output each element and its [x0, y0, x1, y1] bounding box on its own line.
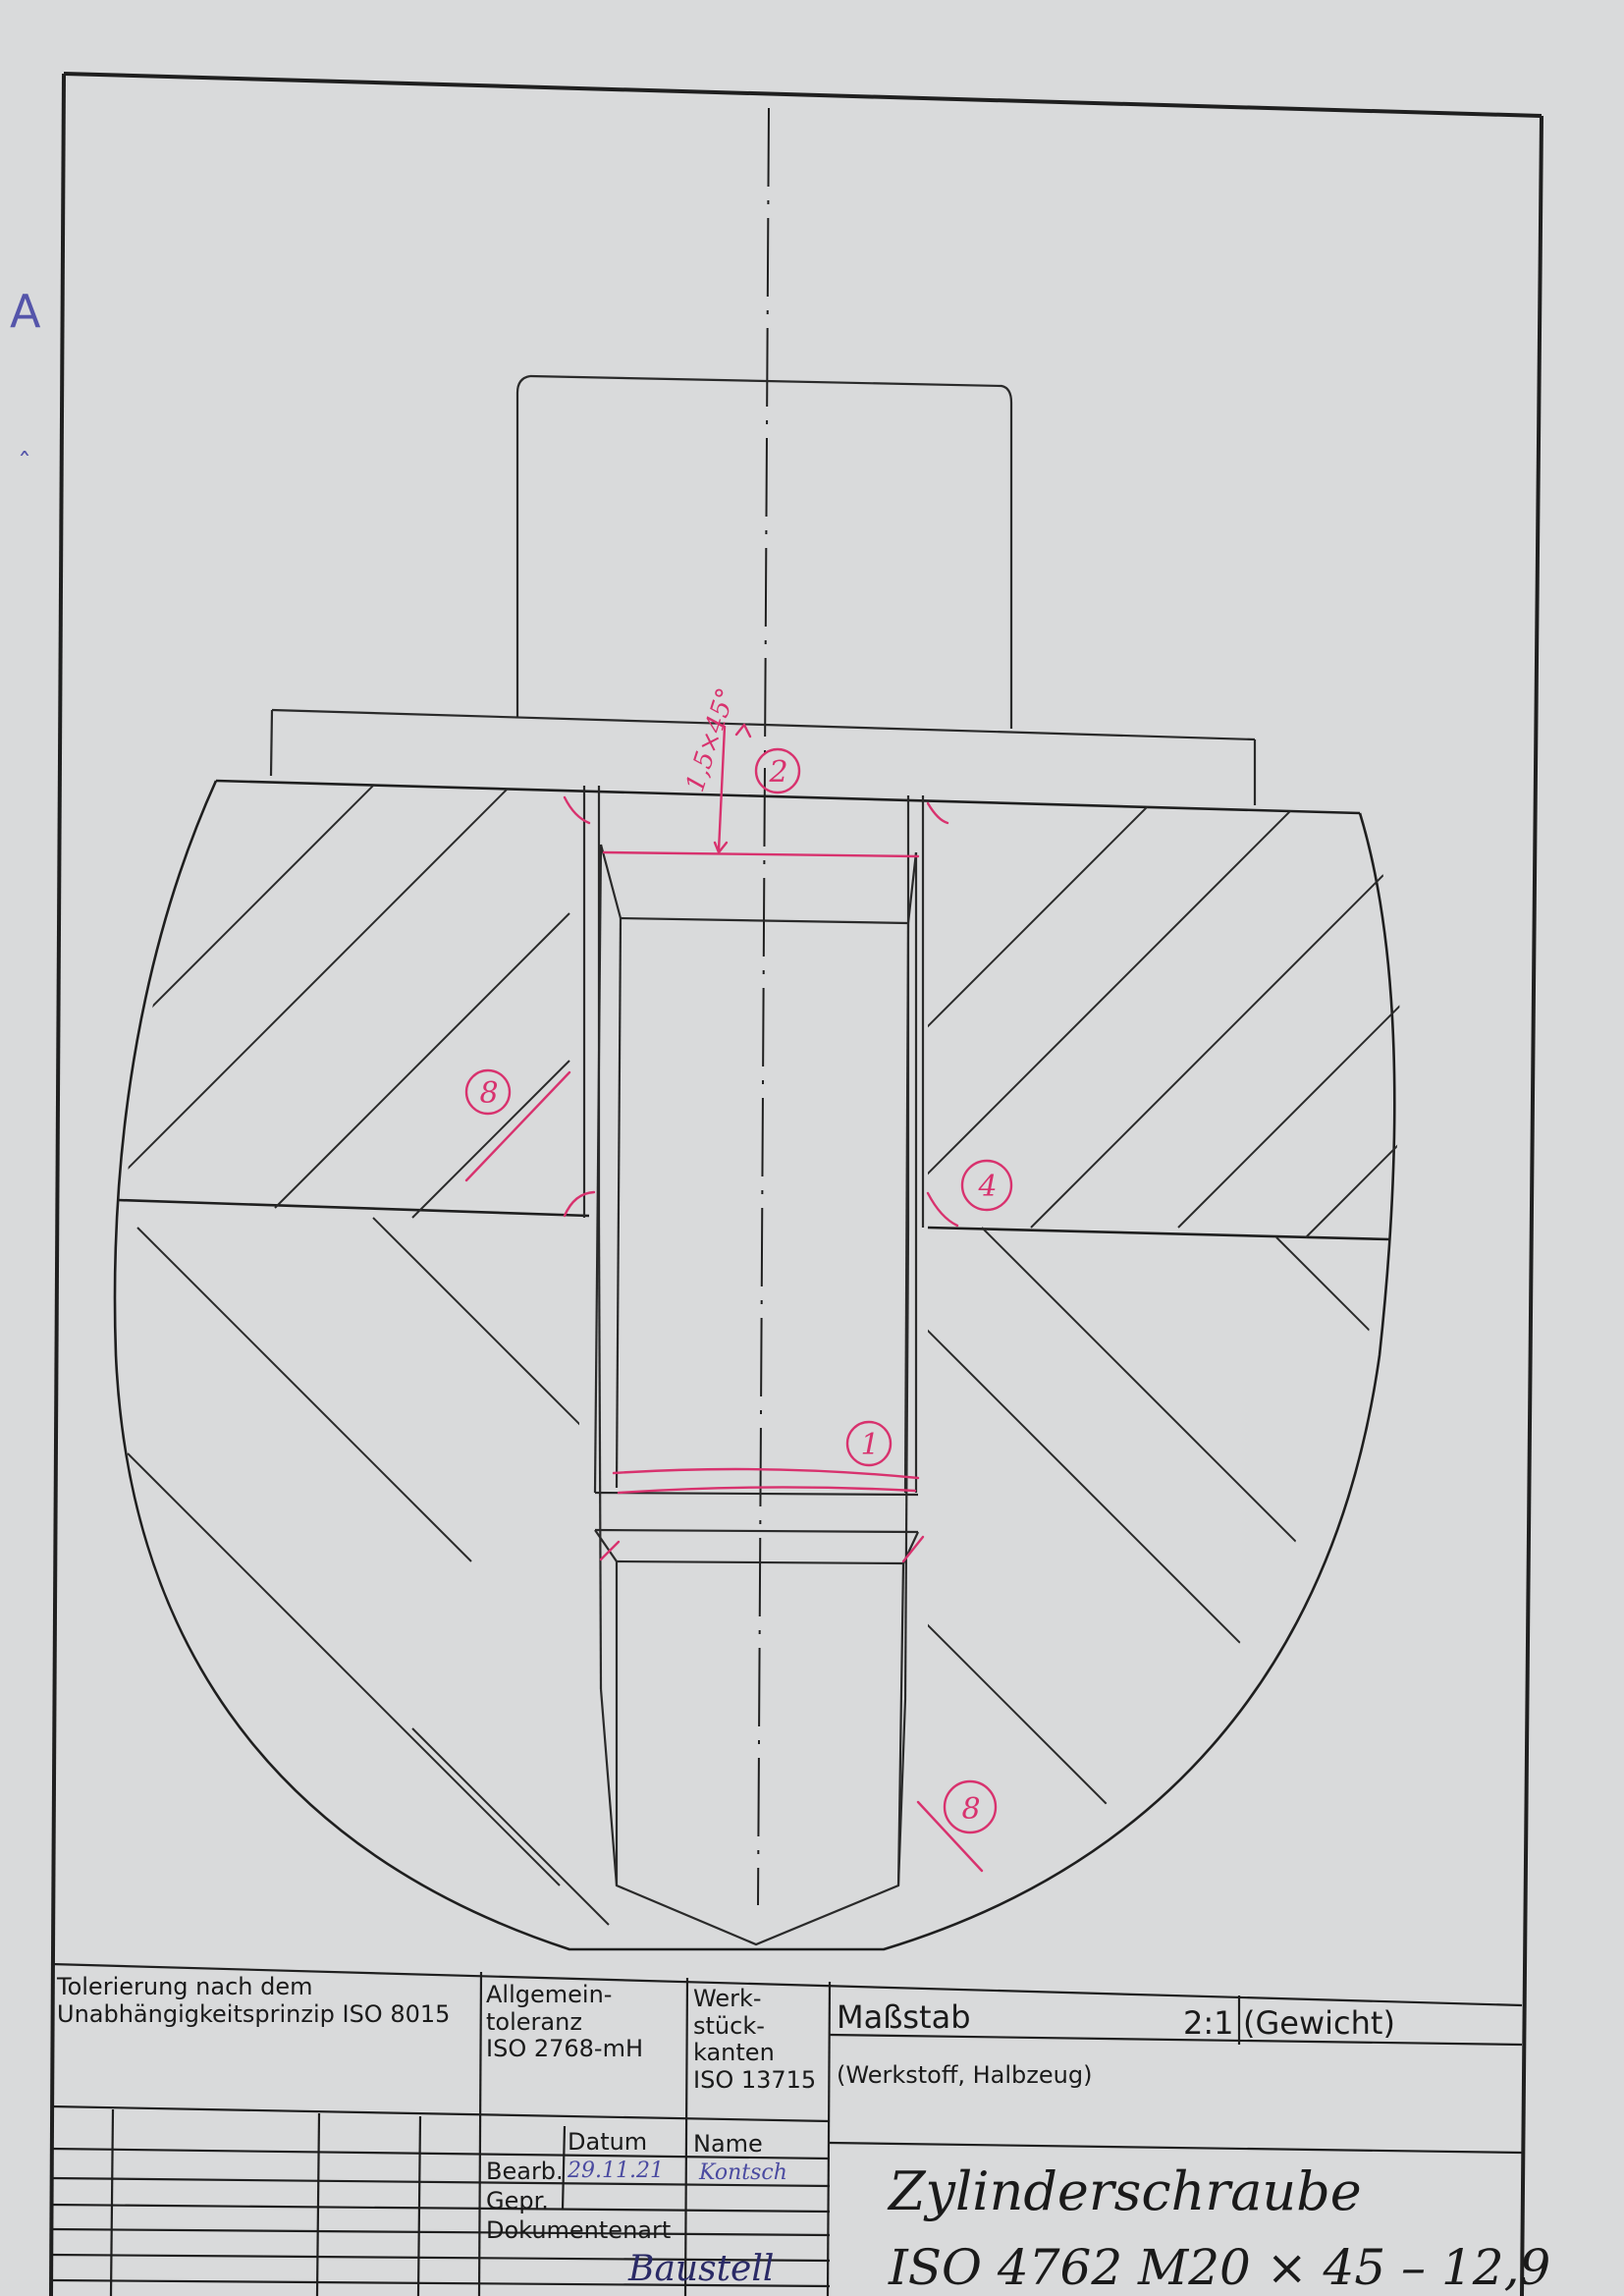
- callout-circle-4: [960, 1159, 1013, 1212]
- title-block-grid: [50, 1962, 1523, 2296]
- washer-plate: [269, 708, 1257, 805]
- margin-small-mark: ˆ: [18, 447, 31, 479]
- doc-type-value: Baustell: [628, 2249, 775, 2289]
- scale-label: Maßstab: [837, 1998, 971, 2036]
- bore-outline: [582, 786, 925, 1946]
- scale-value: 2:1: [1183, 2004, 1234, 2042]
- general-tolerance-note: Allgemein- toleranz ISO 2768-mH: [486, 1981, 643, 2063]
- row-label-gepr: Gepr.: [486, 2187, 549, 2214]
- doc-type-label: Dokumentenart: [486, 2216, 672, 2244]
- name-header: Name: [693, 2130, 763, 2158]
- part-title-handwritten: Zylinderschraube: [889, 2160, 1362, 2222]
- screw-shank: [593, 844, 919, 1886]
- date-header: Datum: [568, 2128, 648, 2156]
- material-label: (Werkstoff, Halbzeug): [837, 2061, 1093, 2089]
- tolerancing-note: Tolerierung nach dem Unabhängigkeitsprin…: [57, 1973, 451, 2028]
- margin-letter-a: A: [10, 285, 41, 338]
- row-label-bearb: Bearb.: [486, 2158, 564, 2185]
- callout-label-1: 1: [860, 1428, 879, 1462]
- drawing-frame: [49, 72, 1543, 2296]
- sectioned-part: [113, 779, 1396, 1951]
- bearb-name-signature: Kontsch: [699, 2160, 787, 2185]
- callout-circle-8-right: [943, 1779, 998, 1834]
- centerline: [757, 107, 770, 1906]
- part-designation-handwritten: ISO 4762 M20 × 45 – 12,9: [889, 2239, 1551, 2296]
- pink-annotations: [464, 723, 984, 1873]
- callout-circle-1: [845, 1420, 893, 1467]
- callout-label-8-left: 8: [479, 1076, 498, 1111]
- callout-circle-8-left: [464, 1068, 512, 1116]
- callout-circle-2: [754, 747, 801, 794]
- chamfer-note: 1,5×45°: [680, 684, 741, 795]
- bearb-date: 29.11.21: [568, 2159, 664, 2183]
- workpiece-edges-note: Werk- stück- kanten ISO 13715: [693, 1985, 817, 2094]
- callout-label-8-right: 8: [961, 1792, 980, 1827]
- weight-label: (Gewicht): [1243, 2004, 1395, 2042]
- callout-label-2: 2: [768, 755, 787, 790]
- screw-head: [515, 374, 1013, 729]
- section-hatching: [120, 781, 1401, 1926]
- callout-markers: [464, 747, 1013, 1834]
- callout-label-4: 4: [977, 1170, 997, 1204]
